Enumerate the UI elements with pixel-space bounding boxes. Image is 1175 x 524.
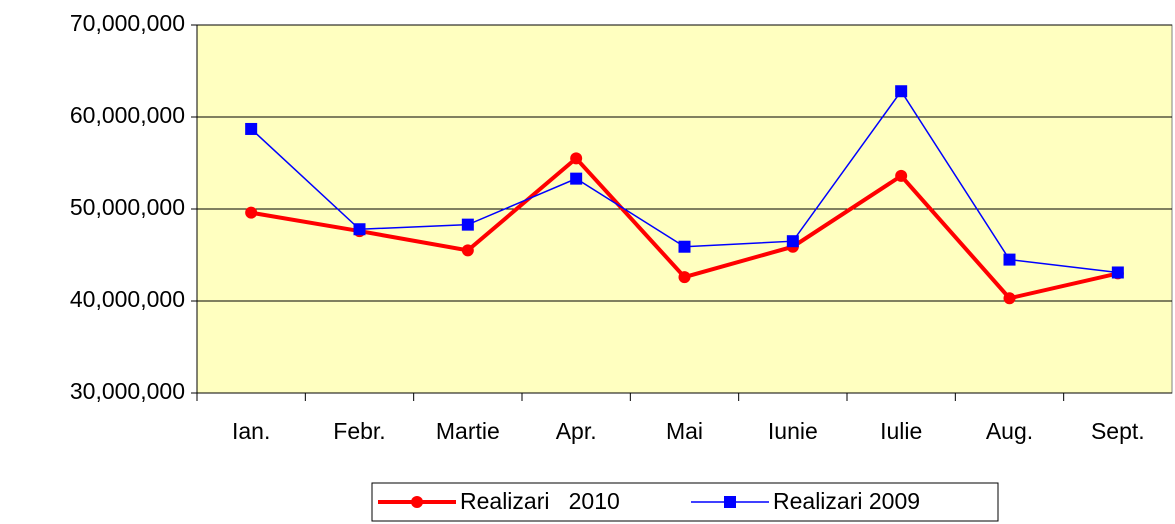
x-tick-label: Martie [436, 418, 500, 444]
data-point [786, 235, 799, 248]
data-point [570, 172, 583, 185]
legend-label: Realizari 2009 [773, 488, 920, 514]
data-point [1003, 292, 1016, 305]
x-tick-label: Aug. [986, 418, 1033, 444]
x-tick-label: Apr. [556, 418, 597, 444]
data-point [353, 223, 366, 236]
data-point [1003, 253, 1016, 266]
x-tick-label: Febr. [333, 418, 385, 444]
data-point [678, 271, 691, 284]
x-tick-label: Sept. [1091, 418, 1145, 444]
data-point [570, 152, 583, 165]
x-tick-label: Iunie [768, 418, 818, 444]
y-tick-label: 30,000,000 [70, 378, 185, 404]
data-point [1111, 266, 1124, 279]
legend-label: Realizari 2010 [460, 488, 620, 514]
data-point [245, 122, 258, 135]
data-point [245, 206, 258, 219]
data-point [678, 240, 691, 253]
y-tick-label: 50,000,000 [70, 194, 185, 220]
data-point [895, 169, 908, 182]
y-tick-label: 60,000,000 [70, 102, 185, 128]
data-point [461, 244, 474, 257]
data-point [461, 218, 474, 231]
y-tick-label: 70,000,000 [70, 10, 185, 36]
legend-marker [411, 496, 423, 508]
x-tick-label: Ian. [232, 418, 270, 444]
data-point [895, 85, 908, 98]
y-tick-label: 40,000,000 [70, 286, 185, 312]
x-tick-label: Mai [666, 418, 703, 444]
legend-marker [724, 496, 736, 508]
x-tick-label: Iulie [880, 418, 922, 444]
legend-box [371, 482, 999, 522]
